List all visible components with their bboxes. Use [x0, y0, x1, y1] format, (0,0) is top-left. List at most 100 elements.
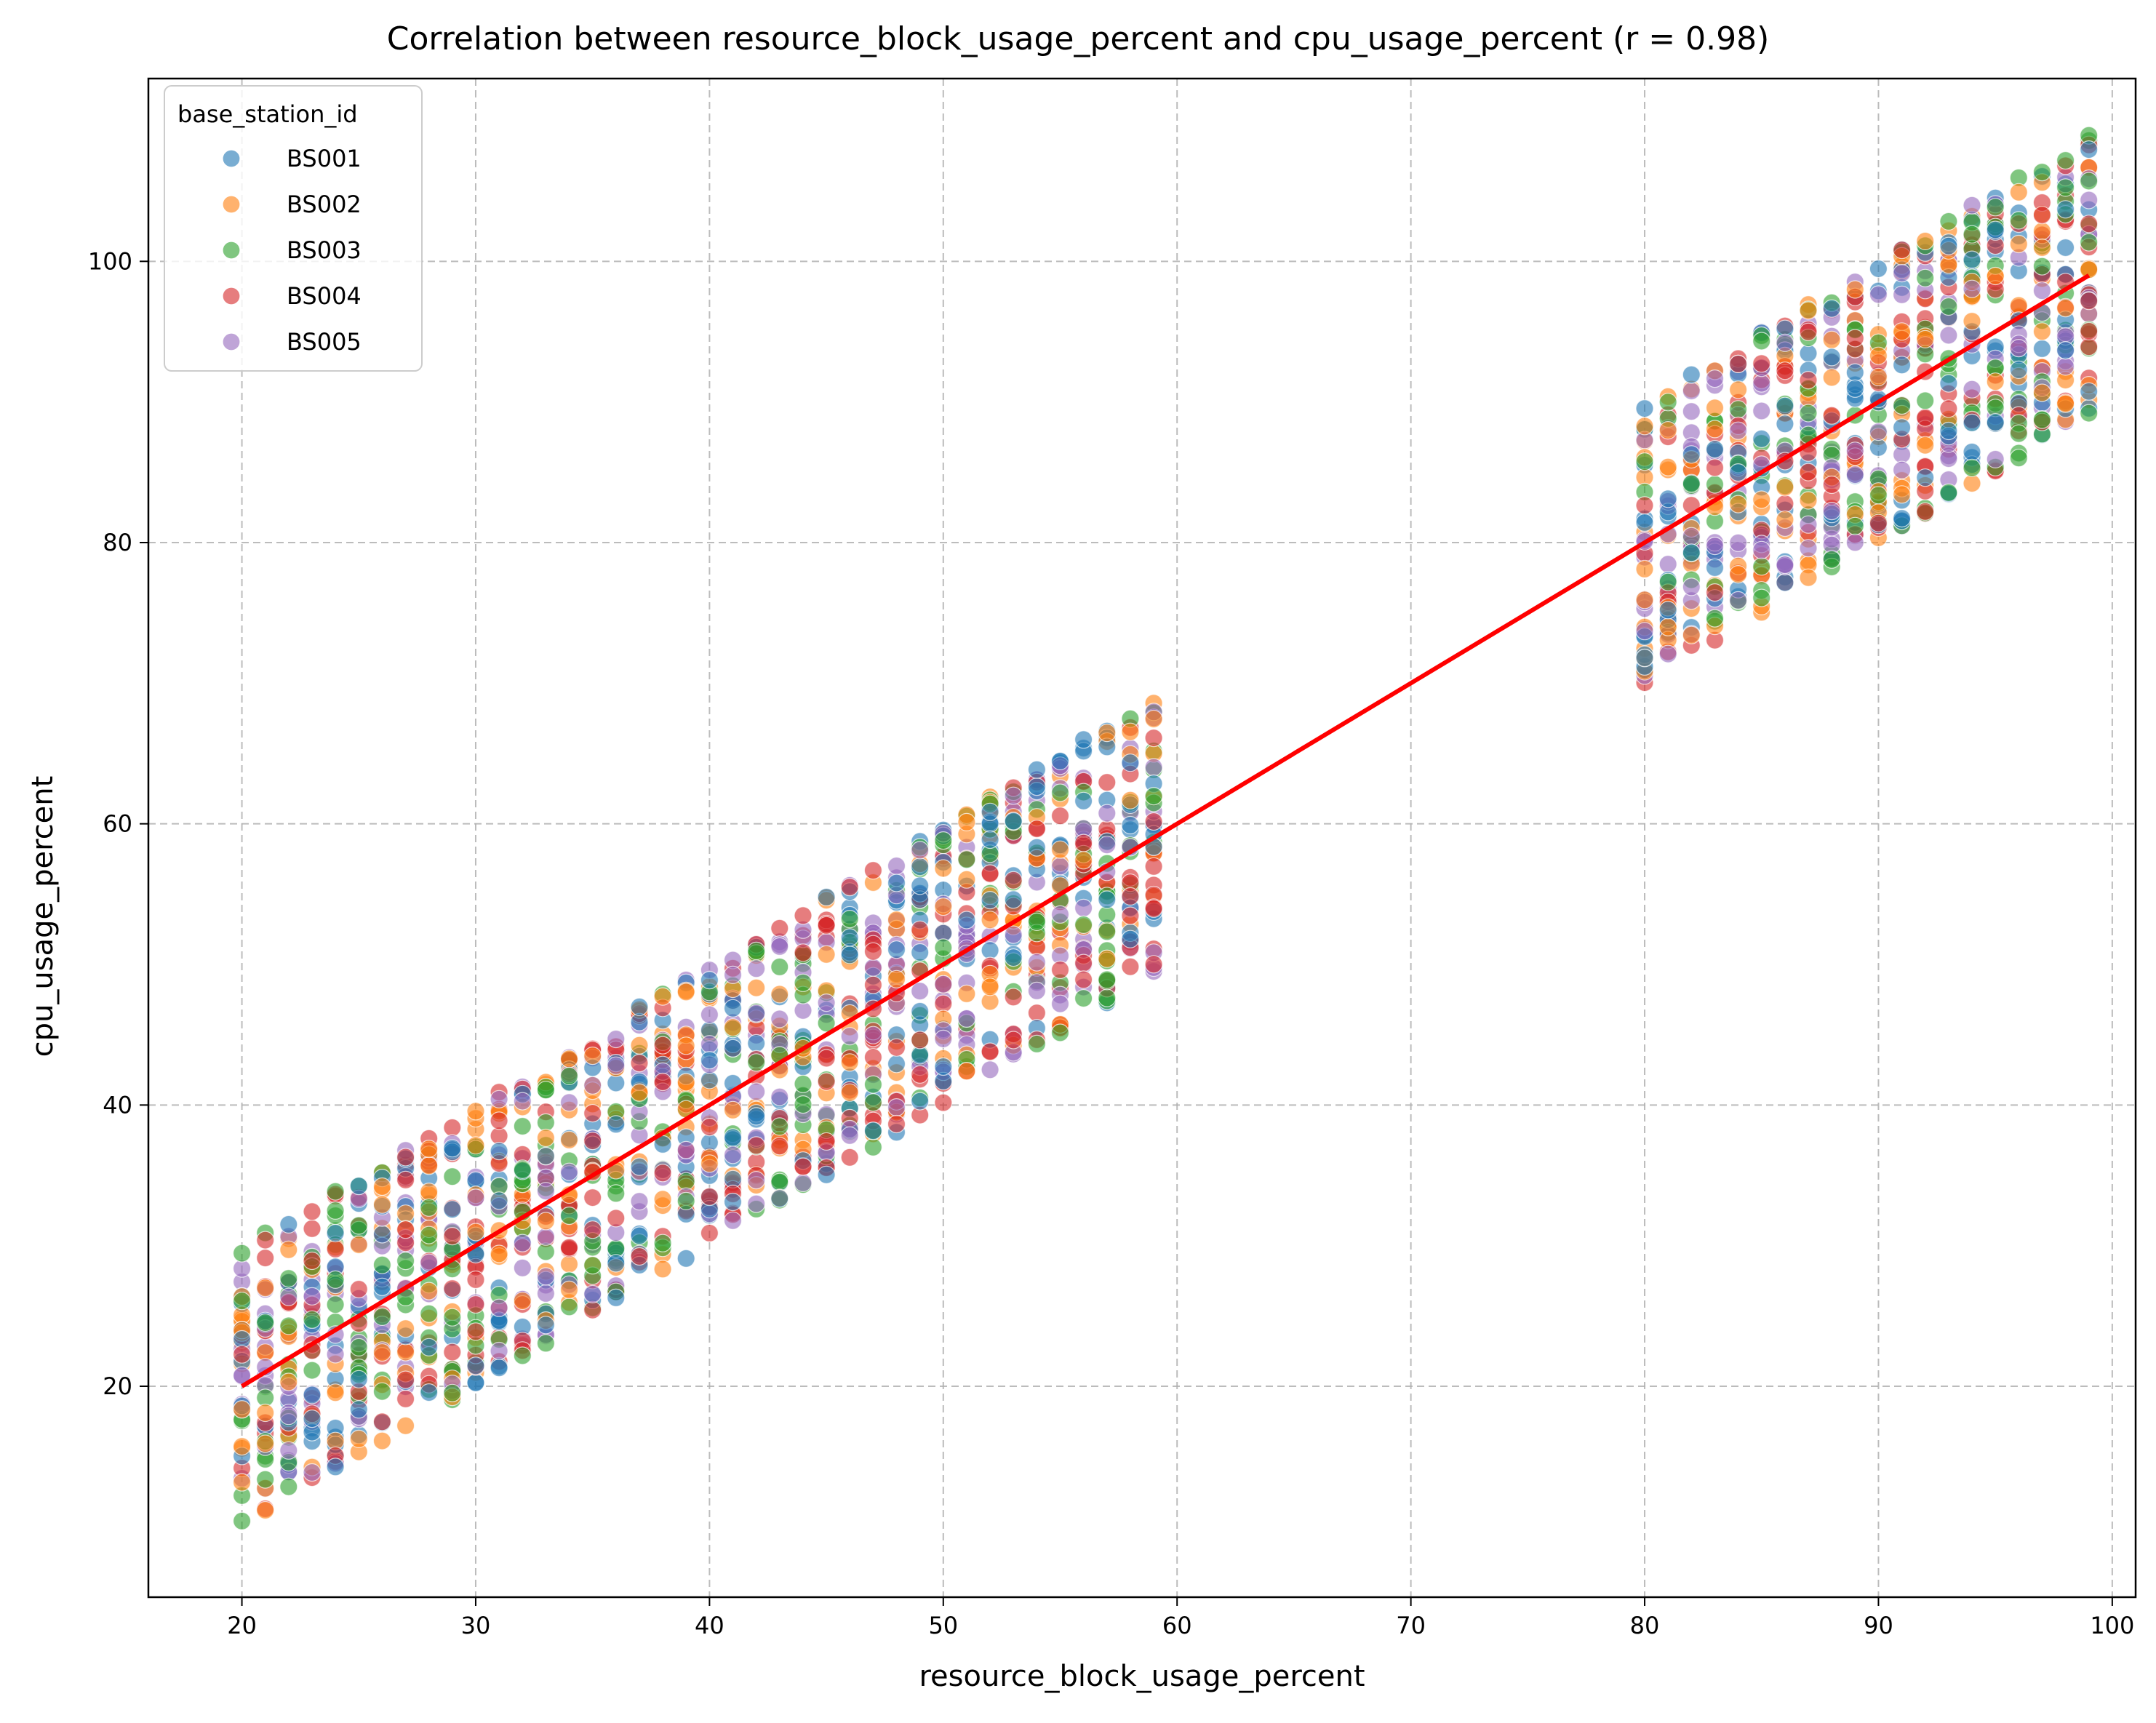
data-point-bs003	[420, 1226, 439, 1244]
data-point-bs003	[443, 1383, 462, 1402]
data-point-bs005	[863, 958, 883, 977]
legend-label-bs004: BS004	[287, 282, 362, 310]
legend-label-bs005: BS005	[287, 328, 362, 356]
data-point-bs005	[1027, 981, 1047, 1001]
data-point-bs002	[981, 911, 999, 930]
data-point-bs005	[1144, 758, 1163, 777]
data-point-bs005	[1845, 465, 1864, 484]
data-point-bs003	[794, 973, 813, 992]
data-point-bs002	[1799, 491, 1818, 510]
data-point-bs003	[256, 1470, 275, 1489]
data-point-bs001	[817, 1165, 836, 1184]
data-point-bs001	[1986, 412, 2005, 432]
data-point-bs003	[747, 1053, 766, 1072]
data-point-bs003	[279, 1316, 298, 1335]
data-point-bs002	[396, 1343, 415, 1362]
data-point-bs002	[233, 1473, 252, 1492]
data-point-bs005	[1752, 401, 1771, 420]
data-point-bs005	[1098, 804, 1117, 823]
data-point-bs002	[747, 978, 766, 997]
data-point-bs002	[1098, 949, 1117, 968]
data-point-bs003	[1799, 404, 1818, 423]
data-point-bs002	[934, 897, 953, 916]
data-point-bs003	[653, 1234, 672, 1252]
data-point-bs005	[279, 1407, 298, 1426]
data-point-bs005	[1869, 422, 1888, 441]
data-point-bs005	[1050, 857, 1070, 876]
data-point-bs002	[840, 1053, 859, 1072]
data-point-bs002	[372, 1343, 392, 1362]
regression-layer	[241, 273, 2091, 1388]
data-point-bs004	[817, 1049, 836, 1068]
data-point-bs003	[1939, 297, 1958, 316]
data-point-bs001	[747, 1034, 766, 1053]
legend-marker-bs005	[222, 332, 241, 351]
data-points	[233, 126, 2099, 1530]
data-point-bs003	[233, 1511, 252, 1530]
data-point-bs004	[770, 1137, 789, 1156]
data-point-bs005	[1799, 515, 1818, 534]
data-point-bs002	[420, 1282, 439, 1300]
data-point-bs004	[1121, 906, 1140, 925]
data-point-bs002	[256, 1500, 275, 1520]
data-point-bs004	[1004, 871, 1023, 890]
data-point-bs001	[536, 1146, 556, 1166]
data-point-bs004	[396, 1170, 415, 1190]
data-point-bs001	[934, 1057, 953, 1076]
data-point-bs005	[1799, 539, 1818, 558]
data-point-bs002	[1752, 490, 1771, 509]
data-point-bs004	[1144, 812, 1163, 831]
data-point-bs001	[1635, 648, 1654, 668]
data-point-bs004	[1635, 496, 1654, 515]
data-point-bs005	[1682, 402, 1701, 421]
data-point-bs001	[1705, 558, 1725, 577]
data-point-bs004	[747, 1136, 766, 1155]
data-point-bs003	[559, 1066, 579, 1086]
x-tick-label: 60	[1162, 1612, 1192, 1639]
data-point-bs005	[911, 982, 930, 1001]
data-point-bs005	[279, 1287, 298, 1306]
data-point-bs005	[723, 1211, 743, 1230]
data-point-bs002	[1729, 564, 1748, 584]
data-point-bs004	[630, 1247, 649, 1266]
data-point-bs005	[279, 1441, 298, 1460]
data-point-bs005	[1822, 501, 1841, 521]
data-point-bs004	[1705, 583, 1725, 602]
data-point-bs003	[513, 1346, 532, 1365]
data-point-bs001	[1027, 777, 1047, 796]
data-point-bs003	[513, 1116, 532, 1136]
data-point-bs004	[817, 1072, 836, 1091]
data-point-bs004	[1893, 241, 1912, 260]
data-point-bs001	[1121, 815, 1140, 835]
data-point-bs003	[957, 850, 976, 869]
legend-marker-bs002	[222, 195, 241, 214]
data-point-bs004	[256, 1248, 275, 1268]
data-point-bs001	[1121, 753, 1140, 772]
data-point-bs004	[1004, 988, 1023, 1007]
data-point-bs001	[1939, 236, 1958, 255]
data-point-bs005	[513, 1258, 532, 1277]
data-point-bs002	[372, 1177, 392, 1196]
data-point-bs002	[957, 812, 976, 832]
data-point-bs001	[1869, 438, 1888, 457]
data-point-bs004	[326, 1239, 345, 1259]
data-point-bs002	[256, 1279, 275, 1298]
data-point-bs002	[1729, 495, 1748, 513]
data-point-bs003	[1705, 609, 1725, 628]
data-point-bs004	[817, 916, 836, 935]
data-point-bs001	[1682, 543, 1701, 562]
data-point-bs002	[934, 859, 953, 878]
data-point-bs002	[1869, 367, 1888, 386]
data-point-bs004	[1799, 370, 1818, 390]
data-point-bs005	[607, 1056, 626, 1075]
data-point-bs003	[1027, 912, 1047, 932]
data-point-bs001	[1752, 429, 1771, 448]
data-point-bs001	[887, 940, 906, 959]
data-point-bs005	[794, 1001, 813, 1020]
data-point-bs001	[887, 874, 906, 892]
data-point-bs004	[583, 1103, 602, 1123]
data-point-bs001	[1004, 890, 1023, 909]
data-point-bs003	[1658, 572, 1677, 591]
data-point-bs002	[1799, 568, 1818, 587]
